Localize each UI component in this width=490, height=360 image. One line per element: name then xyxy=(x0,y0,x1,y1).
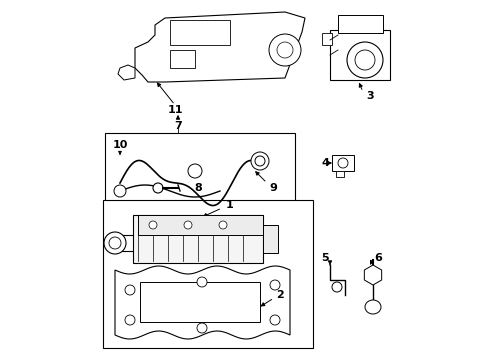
Circle shape xyxy=(338,158,348,168)
Bar xyxy=(103,200,313,348)
Circle shape xyxy=(197,277,207,287)
Bar xyxy=(140,282,260,322)
Circle shape xyxy=(197,323,207,333)
Bar xyxy=(133,215,263,263)
Circle shape xyxy=(277,42,293,58)
Polygon shape xyxy=(118,65,135,80)
Bar xyxy=(170,50,195,68)
Circle shape xyxy=(114,185,126,197)
Text: 5: 5 xyxy=(321,253,329,263)
Circle shape xyxy=(219,221,227,229)
Bar xyxy=(138,215,263,235)
Ellipse shape xyxy=(104,232,126,254)
Polygon shape xyxy=(115,266,290,339)
Circle shape xyxy=(125,285,135,295)
Text: 10: 10 xyxy=(112,140,128,150)
Bar xyxy=(105,133,295,201)
Bar xyxy=(336,171,344,177)
Circle shape xyxy=(255,156,265,166)
Text: 3: 3 xyxy=(366,91,374,101)
Bar xyxy=(322,33,332,45)
Circle shape xyxy=(355,50,375,70)
Circle shape xyxy=(149,221,157,229)
Circle shape xyxy=(188,164,202,178)
Ellipse shape xyxy=(365,300,381,314)
Text: 11: 11 xyxy=(167,105,183,115)
Polygon shape xyxy=(365,265,382,285)
Bar xyxy=(330,30,390,80)
Ellipse shape xyxy=(109,237,121,249)
Circle shape xyxy=(153,183,163,193)
Circle shape xyxy=(125,315,135,325)
Bar xyxy=(338,15,383,33)
Circle shape xyxy=(270,315,280,325)
Text: 8: 8 xyxy=(194,183,202,193)
Circle shape xyxy=(270,280,280,290)
Text: 7: 7 xyxy=(174,121,182,131)
Bar xyxy=(263,225,278,253)
Bar xyxy=(170,20,230,45)
Text: 1: 1 xyxy=(226,200,234,210)
Circle shape xyxy=(347,42,383,78)
Circle shape xyxy=(269,34,301,66)
Circle shape xyxy=(332,282,342,292)
Text: 6: 6 xyxy=(374,253,382,263)
Polygon shape xyxy=(135,12,305,82)
Circle shape xyxy=(251,152,269,170)
Text: 4: 4 xyxy=(321,158,329,168)
Circle shape xyxy=(184,221,192,229)
Text: 9: 9 xyxy=(269,183,277,193)
Text: 2: 2 xyxy=(276,290,284,300)
Bar xyxy=(332,155,354,171)
